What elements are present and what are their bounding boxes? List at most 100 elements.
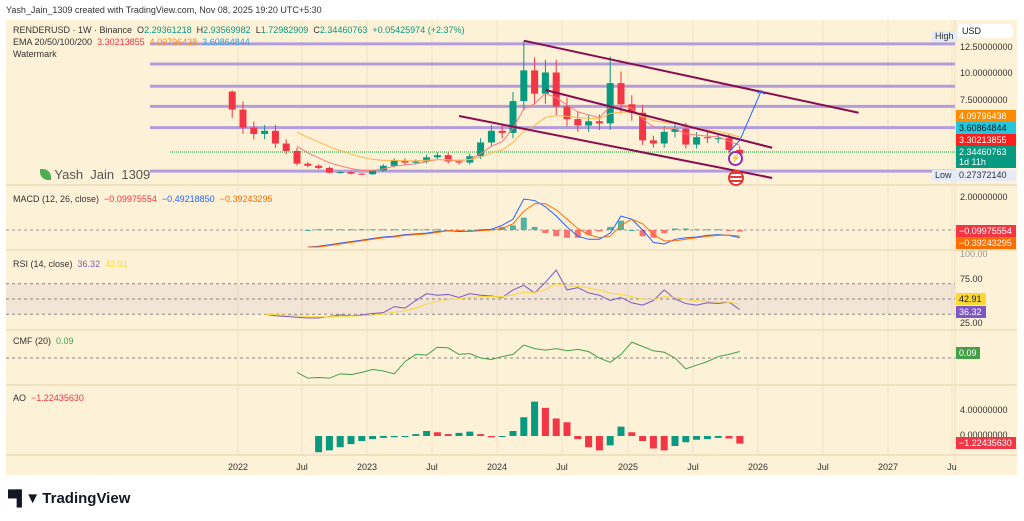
ao-bar	[703, 436, 711, 440]
ao-bar	[617, 426, 625, 436]
chart-panel[interactable]	[6, 20, 1017, 475]
time-tick: Ju	[947, 462, 957, 472]
macd-histogram-bar	[564, 230, 570, 238]
macd-tick: 2.00000000	[960, 192, 1008, 202]
time-tick: Jul	[426, 462, 438, 472]
macd-badge: −0.09975554	[956, 225, 1016, 237]
macd-histogram-bar	[542, 230, 549, 234]
ao-bar	[693, 436, 701, 440]
us-flag-event-icon[interactable]	[728, 170, 744, 186]
cmf-badge: 0.09	[956, 347, 980, 359]
ao-legend[interactable]: AO −1.22435630	[13, 393, 84, 403]
price-tick: 10.00000000	[960, 68, 1013, 78]
macd-histogram-bar	[693, 229, 700, 231]
symbol-legend: RENDERUSD · 1W · Binance O2.29361218 H2.…	[13, 25, 464, 35]
low-value: 0.27372140	[956, 170, 1016, 181]
cmf-legend[interactable]: CMF (20) 0.09	[13, 336, 74, 346]
ao-bar	[682, 436, 690, 443]
macd-histogram-bar	[607, 226, 614, 230]
ao-bar	[390, 436, 398, 438]
ema-legend[interactable]: EMA 20/50/100/200 3.30213855 4.09796438 …	[13, 37, 250, 47]
cmf-value: 0.09	[56, 336, 74, 346]
time-tick: 2026	[747, 462, 769, 472]
open-value: 2.29361218	[144, 25, 192, 35]
ao-bar	[585, 436, 593, 448]
tradingview-logo[interactable]: ▀▌▼ TradingView	[8, 490, 130, 507]
ao-bar	[736, 436, 744, 444]
time-tick: 2025	[617, 462, 639, 472]
rsi-line	[264, 269, 741, 319]
lightning-event-icon[interactable]: ⚡	[728, 151, 743, 166]
ao-tick: 0.00000000	[960, 430, 1008, 440]
ao-label: AO	[13, 393, 27, 403]
candle-body	[347, 172, 355, 174]
candle-body	[552, 72, 560, 107]
rsi-value: 36.32	[77, 259, 101, 269]
macd-histogram-bar	[510, 225, 516, 230]
watermark-text: Yash Jain 1309	[54, 167, 151, 182]
ao-bar	[444, 434, 452, 436]
ao-bar	[574, 436, 582, 440]
candle-body	[649, 140, 657, 144]
macd-histogram-bar	[369, 229, 376, 231]
ao-bar	[315, 436, 323, 453]
time-tick: 2027	[877, 462, 899, 472]
ao-bar	[725, 436, 733, 439]
ao-bar	[671, 436, 679, 446]
candle-body	[477, 142, 485, 157]
time-tick: Jul	[817, 462, 829, 472]
ao-bar	[498, 436, 506, 437]
ao-bar	[639, 436, 647, 441]
candle-body	[693, 137, 701, 145]
candle-body	[585, 121, 593, 126]
rsi-legend[interactable]: RSI (14, close) 36.32 42.91	[13, 259, 128, 269]
time-tick: Jul	[687, 462, 699, 472]
watermark-legend[interactable]: Watermark	[13, 49, 57, 59]
time-tick: 2023	[356, 462, 378, 472]
ao-bar	[509, 431, 517, 436]
macd-histogram-bar	[639, 230, 646, 237]
candle-body	[671, 128, 679, 132]
candle-body	[682, 128, 690, 145]
ema-badge: 3.60864844	[956, 122, 1016, 134]
candle-body	[617, 83, 625, 105]
close-label: C	[313, 25, 320, 35]
candle-body	[401, 160, 409, 163]
ao-bar	[423, 431, 431, 436]
ao-tick: 4.00000000	[960, 405, 1008, 415]
currency-button[interactable]: USD	[958, 24, 1013, 38]
macd-histogram-bar	[715, 229, 722, 231]
macd-histogram-bar	[628, 230, 635, 231]
ema-value: 3.60864844	[202, 37, 250, 47]
candle-body	[520, 70, 528, 102]
ao-bar	[325, 436, 333, 451]
candle-body	[660, 131, 668, 144]
macd-histogram-bar	[585, 230, 592, 235]
candle-body	[325, 167, 333, 173]
candle-body	[509, 101, 517, 133]
time-tick: 2022	[227, 462, 249, 472]
macd-line	[307, 198, 740, 248]
projection-path	[728, 90, 762, 153]
ao-bar	[628, 432, 636, 436]
high-label: H	[196, 25, 204, 35]
trendline	[523, 39, 859, 114]
rsi-badge: 36.32	[956, 306, 986, 318]
logo-text: TradingView	[42, 490, 131, 507]
macd-histogram-bar	[704, 229, 711, 231]
ema-value: 4.09796438	[149, 37, 198, 47]
macd-histogram-bar	[348, 229, 354, 231]
candle-body	[639, 112, 647, 141]
ao-bar	[401, 436, 409, 437]
rsi-ma-line	[264, 283, 740, 318]
candle-body	[412, 161, 420, 163]
macd-legend[interactable]: MACD (12, 26, close) −0.09975554 −0.4921…	[13, 194, 273, 204]
ema-label: EMA 20/50/100/200	[13, 37, 93, 47]
ao-bar	[455, 432, 463, 436]
candle-body	[379, 165, 387, 171]
macd-histogram-bar	[391, 229, 398, 231]
candle-body	[271, 130, 279, 144]
symbol-name[interactable]: RENDERUSD · 1W · Binance	[13, 25, 133, 35]
attribution: Yash_Jain_1309 created with TradingView.…	[6, 5, 322, 15]
